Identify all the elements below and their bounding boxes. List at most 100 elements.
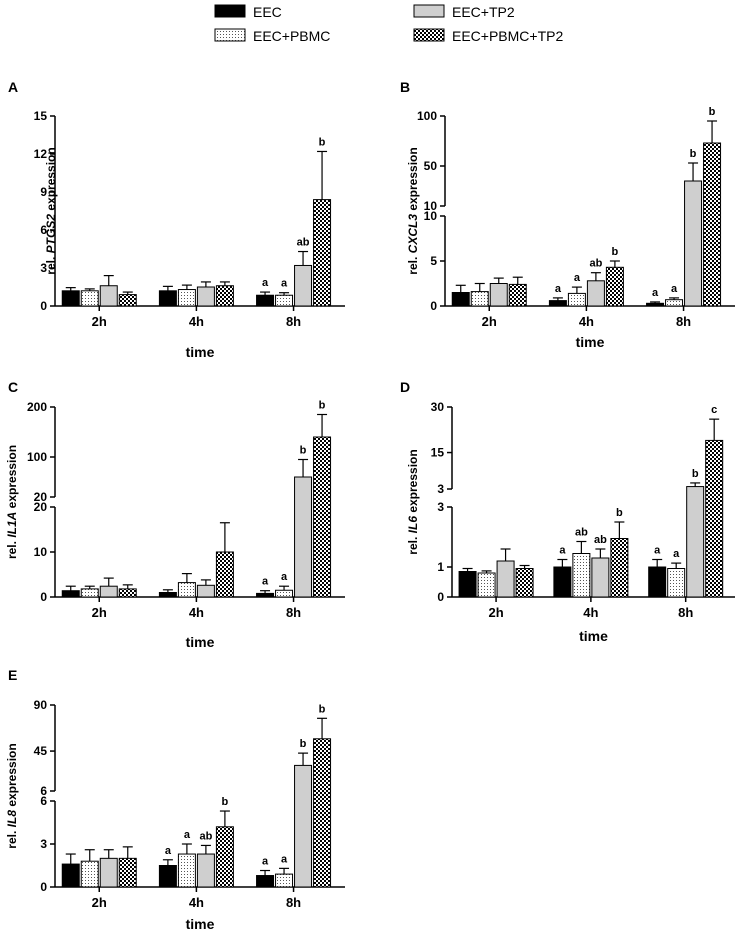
bar — [294, 264, 313, 307]
bar — [118, 294, 137, 307]
y-axis-label-gene: IL8 — [5, 810, 19, 828]
bar — [256, 592, 275, 598]
bar — [294, 764, 313, 888]
legend-label: EEC — [253, 4, 282, 20]
bar — [515, 568, 534, 598]
bar — [99, 857, 118, 888]
significance-letter: b — [222, 796, 229, 808]
bar — [646, 302, 665, 307]
x-tick-label: 8h — [286, 605, 301, 620]
x-tick-label: 8h — [286, 895, 301, 910]
y-tick-label: 6 — [40, 794, 47, 808]
x-tick-label: 8h — [286, 314, 301, 329]
bar — [586, 280, 605, 307]
bar — [605, 266, 624, 307]
bar — [477, 572, 496, 598]
bar — [294, 476, 313, 598]
panel-label: E — [8, 667, 17, 683]
significance-letter: b — [616, 507, 623, 519]
y-tick-label: 200 — [27, 400, 47, 414]
x-tick-label: 2h — [92, 895, 107, 910]
x-tick-label: 2h — [482, 314, 497, 329]
bar — [496, 560, 515, 598]
x-tick-label: 8h — [678, 605, 693, 620]
y-tick-label: 30 — [431, 400, 445, 414]
bar — [158, 592, 177, 598]
x-tick-label: 4h — [583, 605, 598, 620]
legend-swatch — [413, 28, 445, 42]
bar — [572, 553, 591, 598]
y-tick-label: 0 — [40, 299, 47, 313]
y-tick-label: 0 — [40, 880, 47, 894]
y-axis-label-prefix: rel. — [44, 253, 58, 274]
significance-letter: c — [711, 404, 717, 416]
x-tick-label: 4h — [189, 314, 204, 329]
significance-letter: b — [612, 246, 619, 258]
y-tick-label: 10 — [424, 199, 438, 213]
bar — [80, 290, 99, 307]
y-axis-label-gene: IL1A — [5, 512, 19, 538]
significance-letter: b — [319, 136, 326, 148]
y-axis-label-gene: CXCL3 — [406, 214, 420, 254]
y-tick-label: 6 — [40, 784, 47, 798]
bar — [215, 826, 234, 888]
y-axis-label-suffix: expression — [44, 147, 58, 214]
bar — [313, 436, 332, 598]
significance-letter: a — [574, 272, 581, 284]
significance-letter: b — [319, 703, 326, 715]
y-axis-label-prefix: rel. — [406, 533, 420, 554]
y-axis-label-prefix: rel. — [5, 827, 19, 848]
legend-label: EEC+PBMC — [253, 28, 330, 44]
significance-letter: ab — [575, 527, 588, 539]
significance-letter: a — [673, 548, 680, 560]
y-tick-label: 9 — [40, 185, 47, 199]
significance-letter: a — [281, 571, 288, 583]
bar — [61, 863, 80, 888]
y-tick-label: 20 — [34, 490, 48, 504]
x-tick-label: 8h — [676, 314, 691, 329]
significance-letter: a — [652, 287, 659, 299]
x-axis-label: time — [186, 634, 215, 650]
significance-letter: ab — [199, 830, 212, 842]
x-tick-label: 4h — [189, 605, 204, 620]
y-axis-label-prefix: rel. — [406, 253, 420, 274]
significance-letter: a — [654, 545, 661, 557]
y-axis-label: rel. IL1A expression — [5, 445, 19, 559]
y-axis-label-suffix: expression — [5, 743, 19, 810]
bar — [196, 853, 215, 888]
bar — [99, 585, 118, 598]
y-axis-label: rel. IL6 expression — [406, 449, 420, 554]
bar — [451, 292, 470, 307]
y-tick-label: 5 — [430, 254, 437, 268]
panel-label: A — [8, 79, 18, 95]
significance-letter: b — [690, 148, 697, 160]
y-tick-label: 0 — [40, 590, 47, 604]
x-axis-label: time — [579, 628, 608, 644]
y-tick-label: 100 — [417, 109, 437, 123]
panel-a: A 0 3 6 9 12 15 2h 4h 8h time rel. PTGS2 expression… — [8, 79, 345, 360]
y-tick-label: 0 — [430, 299, 437, 313]
bar — [196, 286, 215, 307]
bar — [548, 300, 567, 307]
significance-letter: ab — [589, 258, 602, 270]
significance-letter: a — [281, 278, 288, 290]
y-axis-label: rel. PTGS2 expression — [44, 147, 58, 274]
bar — [215, 285, 234, 307]
y-tick-label: 3 — [437, 500, 444, 514]
bar — [705, 439, 724, 598]
x-axis-label: time — [186, 344, 215, 360]
bar — [80, 588, 99, 598]
panel-label: B — [400, 79, 410, 95]
bar — [648, 566, 667, 598]
significance-letter: b — [300, 738, 307, 750]
bar — [686, 486, 705, 598]
y-tick-label: 3 — [437, 482, 444, 496]
y-tick-label: 0 — [437, 590, 444, 604]
y-axis-label: rel. IL8 expression — [5, 743, 19, 848]
x-tick-label: 2h — [92, 605, 107, 620]
y-axis-label: rel. CXCL3 expression — [406, 147, 420, 274]
significance-letter: a — [671, 283, 678, 295]
